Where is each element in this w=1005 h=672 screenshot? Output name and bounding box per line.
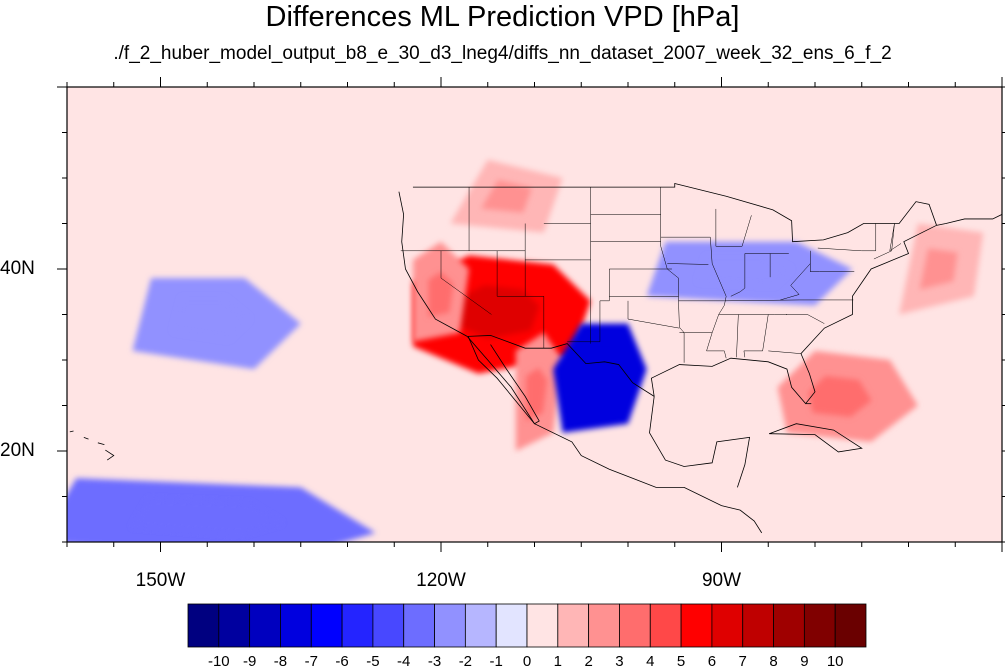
colorbar-swatch [834,603,867,648]
state-border [627,300,680,329]
colorbar-swatch [526,603,559,648]
colorbar-tick-label: -8 [273,653,288,670]
coastline [468,335,655,397]
colorbar-tick-label: 9 [800,653,809,670]
coastline [69,430,74,433]
colorbar-tick-label: -1 [489,653,503,670]
field-region-core [173,298,250,340]
colorbar-tick-label: -7 [304,653,318,670]
state-border [786,314,825,324]
field-region-core [698,256,791,286]
colorbar-swatch [557,603,590,648]
colorbar-swatch [187,603,220,648]
lon-label: 150W [135,570,186,591]
state-border [730,253,746,297]
colorbar-tick-label: 7 [738,653,747,670]
lon-label: 120W [416,570,466,591]
field-region-core [808,375,872,417]
colorbar-swatch [742,603,774,648]
field-region-core [919,248,958,290]
lat-label: 40N [0,258,35,279]
colorbar-tick-label: -9 [242,653,257,670]
colorbar-tick-label: 1 [553,653,562,670]
colorbar-swatch [218,603,251,648]
state-border [743,314,769,358]
colorbar-swatch [434,603,466,648]
coastline [769,423,863,453]
coastline [97,442,105,446]
colorbar-swatch [588,603,620,648]
colorbar-tick-label: 0 [522,653,532,670]
colorbar-tick-label: -5 [366,653,380,670]
state-border [780,263,811,301]
state-border [715,208,752,247]
colorbar [187,603,867,648]
chart-title: Differences ML Prediction VPD [hPa] [265,1,740,33]
state-border [873,223,902,260]
chart-subtitle: ./f_2_huber_model_output_b8_e_30_d3_lneg… [113,43,892,64]
colorbar-swatch [680,603,713,648]
colorbar-tick-label: -2 [458,653,473,670]
colorbar-tick-label: 8 [769,653,778,670]
state-border [817,223,877,252]
state-border [736,314,739,358]
colorbar-tick-label: -4 [397,653,411,670]
field-region-core [578,353,621,403]
colorbar-swatch [649,603,682,648]
field-region-core [131,498,283,536]
colorbar-swatch [280,603,312,648]
coastline [83,436,89,440]
colorbar-tick-label: 4 [646,653,655,670]
map-plot-area [67,87,1002,542]
lon-label: 90W [701,570,742,591]
colorbar-swatch [310,603,343,648]
state-border [496,250,545,349]
colorbar-tick-label: 3 [615,653,624,670]
state-border [440,250,492,315]
lat-label: 20N [0,440,35,461]
colorbar-tick-label: 5 [676,653,686,670]
state-border [567,269,610,343]
colorbar-swatch [711,603,744,648]
field-region-core [428,271,454,317]
state-border [768,350,801,354]
colorbar-swatch [249,603,281,648]
colorbar-swatch [803,603,836,648]
state-border [660,187,685,363]
colorbar-swatch [464,603,497,648]
field-region-core [459,285,540,339]
colorbar-tick-label: 10 [826,653,844,670]
colorbar-tick-label: 2 [584,653,593,670]
colorbar-tick-label: -3 [427,653,442,670]
colorbar-swatch [403,603,435,648]
colorbar-swatch [372,603,405,648]
colorbar-swatch [495,603,528,648]
colorbar-swatch [773,603,805,648]
coastline [412,182,937,243]
coastline [105,449,115,461]
state-border [667,263,709,265]
colorbar-tick-label: -10 [207,653,230,670]
coastline [649,396,751,488]
state-border [678,299,854,302]
colorbar-tick-label: -6 [335,653,349,670]
colorbar-swatch [341,603,374,648]
coastlines-and-borders [69,182,1002,534]
state-border [810,250,855,272]
field-region-core [481,179,532,213]
colorbar-swatch [619,603,651,648]
colorbar-tick-label: 6 [707,653,717,670]
coastline [467,336,540,425]
coastline [398,191,763,534]
difference-field [67,159,984,542]
